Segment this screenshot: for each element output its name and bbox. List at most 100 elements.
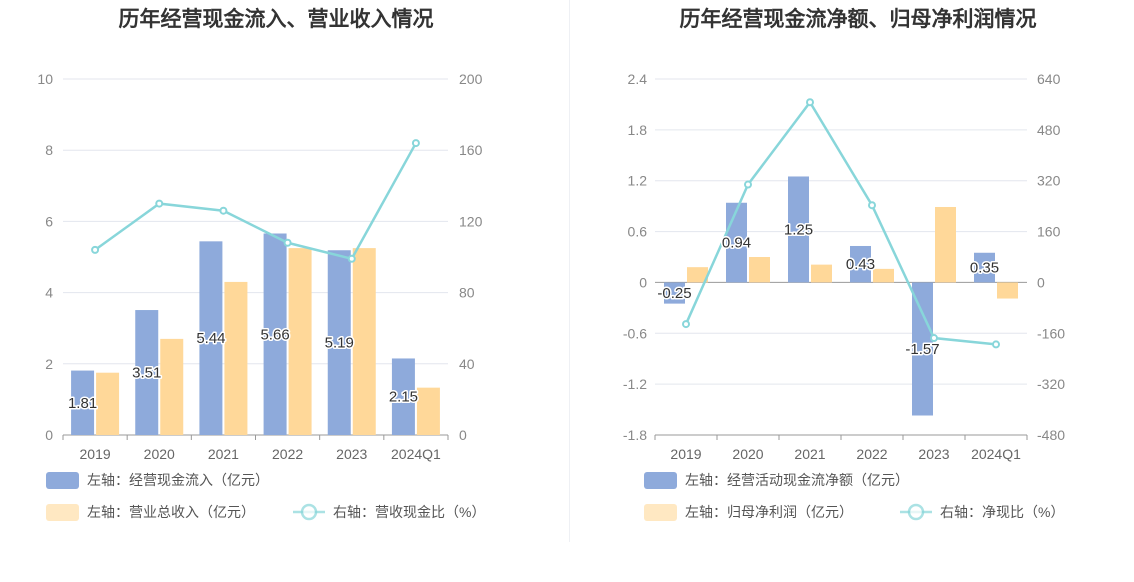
legend-item-3[interactable]: 右轴：营收现金比（%） [293,503,485,521]
left-axis-tick-label: 2 [45,356,53,372]
chart-svg-2: 历年经营现金流净额、归母净利润情况 -1.8 -1.2 -0.6 0 0.6 1.2 1.8 2… [623,7,1065,521]
line-point-2023 [347,254,356,263]
left-axis-tick-label: 1.2 [628,173,648,189]
bar-primary-2021 [788,176,809,283]
left-axis-tick-label: 10 [37,71,53,87]
left-axis-tick-label: -1.2 [623,376,647,392]
legend-item-3[interactable]: 右轴：净现比（%） [900,503,1064,521]
bar-data-label: 0.43 [846,256,875,273]
bar-primary-2021 [199,241,223,435]
legend-label: 左轴：归母净利润（亿元） [685,504,853,520]
chart-title: 历年经营现金流净额、归母净利润情况 [680,7,1037,31]
bar-primary-2019 [71,370,95,435]
x-axis-tick-label: 2023 [336,446,367,462]
right-axis-tick-label: 320 [1037,173,1061,189]
bar-secondary-2021 [811,264,832,283]
right-axis-tick-label: -320 [1037,376,1065,392]
legend-swatch [644,504,677,521]
x-axis-tick-label: 2019 [80,446,111,462]
line-point-2023 [930,334,938,343]
x-axis-tick-label: 2020 [144,446,175,462]
left-axis-tick-label: 0 [45,427,53,443]
chart-svg-1: 历年经营现金流入、营业收入情况 0 2 4 6 8 10 0 40 80 120 160 200 2019… [37,7,485,521]
left-axis-tick-label: -0.6 [623,325,647,341]
left-axis-tick-label: 2.4 [628,71,648,87]
bar-data-label: 5.66 [260,326,289,343]
left-axis-tick-label: 0 [639,274,647,290]
bar-data-label: 2.15 [389,389,418,406]
bar-data-label: 1.25 [784,221,813,238]
bar-secondary-2024Q1 [416,387,440,435]
right-axis-tick-label: 480 [1037,122,1061,138]
legend-item-1[interactable]: 左轴：经营现金流入（亿元） [46,472,269,489]
legend-swatch [644,472,677,489]
bar-primary-2023 [327,250,351,435]
line-point-2020 [744,180,752,189]
bar-secondary-2022 [873,268,894,283]
bar-data-label: 5.44 [196,330,225,347]
right-axis-tick-label: 160 [459,142,483,158]
right-axis-tick-label: 200 [459,71,483,87]
left-axis-tick-label: 8 [45,142,53,158]
right-axis-tick-label: 40 [459,356,475,372]
bar-secondary-2023 [352,248,376,435]
right-axis-tick-label: -480 [1037,427,1065,443]
x-axis-tick-label: 2019 [670,446,701,462]
right-axis-tick-label: 0 [1037,274,1045,290]
line-point-2021 [219,206,228,215]
left-axis-tick-label: 4 [45,285,53,301]
legend-marker-icon [300,503,318,521]
line-point-2020 [155,199,164,208]
line-point-2024Q1 [411,139,420,148]
legend-marker-icon [907,503,925,521]
line-series [684,99,997,346]
right-axis-tick-label: 640 [1037,71,1061,87]
bar-primary-2023 [912,282,933,416]
legend-item-1[interactable]: 左轴：经营活动现金流净额（亿元） [644,472,909,489]
line-point-2022 [283,238,292,247]
right-axis-tick-label: 80 [459,285,475,301]
bar-secondary-2020 [160,338,184,435]
x-axis-tick-label: 2020 [732,446,763,462]
bar-secondary-2020 [749,257,770,283]
x-axis-tick-label: 2022 [856,446,887,462]
left-axis-tick-label: 6 [45,213,53,229]
line-point-2024Q1 [992,340,1000,349]
legend-item-2[interactable]: 左轴：归母净利润（亿元） [644,504,853,521]
bar-secondary-2022 [288,248,312,435]
bar-primary-2022 [850,245,871,283]
bar-data-label: 0.35 [970,260,999,277]
left-chart-panel: 历年经营现金流入、营业收入情况 0 2 4 6 8 10 0 40 80 120 160 200 2019… [0,0,567,560]
bar-primary-2020 [135,310,159,435]
left-axis-tick-label: 0.6 [628,224,648,240]
x-axis-tick-label: 2021 [794,446,825,462]
x-axis-tick-label: 2024Q1 [971,446,1021,462]
right-axis-tick-label: -160 [1037,325,1065,341]
legend-label: 左轴：经营活动现金流净额（亿元） [685,472,909,488]
line-point-2019 [682,320,690,329]
x-axis-tick-label: 2023 [918,446,949,462]
bar-data-label: -0.25 [657,285,691,302]
left-axis-tick-label: 1.8 [628,122,648,138]
x-axis-tick-label: 2021 [208,446,239,462]
legend-label: 右轴：净现比（%） [940,504,1064,520]
panel-divider [569,0,570,542]
legend-label: 左轴：经营现金流入（亿元） [87,472,269,488]
x-axis-tick-label: 2022 [272,446,303,462]
bar-secondary-2019 [687,267,708,283]
bar-data-label: 1.81 [68,395,97,412]
bar-data-label: 5.19 [325,335,354,352]
bar-data-label: -1.57 [905,341,939,358]
bar-secondary-2021 [224,281,248,435]
bar-primary-2024Q1 [391,358,415,435]
bar-secondary-2024Q1 [997,282,1018,299]
right-axis-tick-label: 160 [1037,224,1061,240]
bar-secondary-2023 [935,206,956,283]
legend-item-2[interactable]: 左轴：营业总收入（亿元） [46,504,255,521]
line-point-2022 [868,201,876,210]
legend-swatch [46,472,79,489]
legend-label: 左轴：营业总收入（亿元） [87,504,255,520]
line-point-2021 [806,98,814,107]
legend-label: 右轴：营收现金比（%） [333,504,485,520]
right-axis-tick-label: 0 [459,427,467,443]
